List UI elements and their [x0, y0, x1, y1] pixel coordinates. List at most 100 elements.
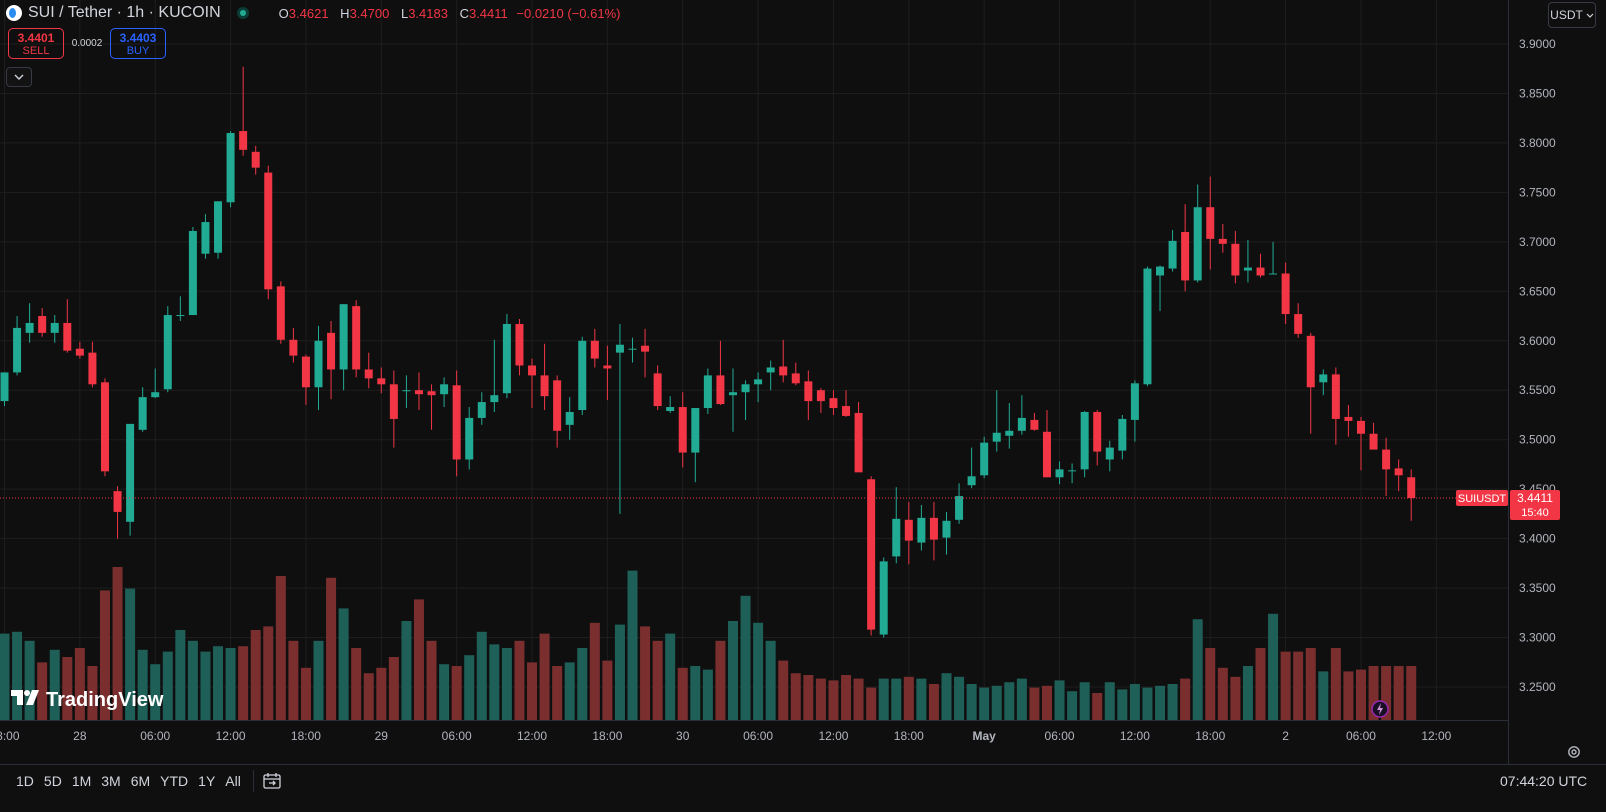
- volume-bar: [250, 630, 261, 720]
- x-tick-label: May: [973, 729, 997, 743]
- volume-bar: [213, 646, 224, 720]
- candle-body: [678, 407, 687, 453]
- volume-bar: [1117, 689, 1128, 720]
- candle-body: [615, 344, 624, 353]
- y-tick-label: 3.3500: [1519, 581, 1556, 595]
- range-1m-button[interactable]: 1M: [71, 773, 92, 789]
- candle-body: [1407, 477, 1416, 499]
- volume-bar: [841, 675, 852, 720]
- y-tick-label: 3.9000: [1519, 37, 1556, 51]
- candle-body: [1319, 374, 1328, 383]
- chevron-down-icon: [14, 74, 24, 80]
- candle-body: [352, 306, 361, 370]
- market-status-icon[interactable]: [236, 7, 249, 19]
- volume-bar: [627, 570, 638, 720]
- chevron-down-icon: [1586, 13, 1594, 18]
- candle-body: [666, 407, 675, 412]
- buy-button[interactable]: 3.4403 BUY: [110, 28, 166, 59]
- y-tick-label: 3.6500: [1519, 284, 1556, 298]
- volume-bar: [12, 631, 23, 720]
- volume-bar: [577, 648, 588, 720]
- candle-body: [0, 372, 9, 402]
- close-label: C: [459, 5, 469, 21]
- candle-body: [1118, 418, 1127, 451]
- volume-bar: [1393, 666, 1404, 720]
- utc-clock[interactable]: 07:44:20 UTC: [1500, 773, 1588, 789]
- volume-bar: [275, 576, 286, 720]
- candle-body: [1105, 447, 1114, 460]
- candle-body: [590, 340, 599, 359]
- y-tick-label: 3.3000: [1519, 631, 1556, 645]
- sell-button[interactable]: 3.4401 SELL: [8, 28, 64, 59]
- candle-body: [1331, 374, 1340, 419]
- candle-body: [816, 390, 825, 402]
- candle-body: [917, 517, 926, 543]
- range-all-button[interactable]: All: [225, 773, 241, 789]
- buy-label: BUY: [126, 45, 150, 57]
- x-tick-label: 12:00: [818, 729, 848, 743]
- candle-body: [100, 382, 109, 472]
- range-1d-button[interactable]: 1D: [16, 773, 34, 789]
- range-ytd-button[interactable]: YTD: [160, 773, 189, 789]
- candle-body: [1294, 314, 1303, 334]
- candle-body: [38, 316, 47, 333]
- volume-bar: [62, 657, 73, 720]
- x-tick-label: 06:00: [140, 729, 170, 743]
- volume-bar: [727, 621, 738, 720]
- volume-bar: [552, 666, 563, 720]
- candle-body: [741, 384, 750, 393]
- candle-body: [1269, 273, 1278, 275]
- candle-body: [791, 373, 800, 384]
- y-tick-label: 3.7500: [1519, 185, 1556, 199]
- candle-body: [25, 322, 34, 333]
- candle-body: [879, 561, 888, 635]
- symbol-tag-label: SUIUSDT: [1458, 493, 1507, 505]
- x-tick-label: 06:00: [1346, 729, 1376, 743]
- candle-body: [515, 323, 524, 366]
- y-tick-label: 3.8500: [1519, 86, 1556, 100]
- volume-bar: [765, 640, 776, 720]
- volume-bar: [1242, 666, 1253, 720]
- symbol-title[interactable]: SUI / Tether · 1h · KUCOIN: [28, 4, 221, 21]
- candle-body: [779, 366, 788, 376]
- volume-bar: [1406, 666, 1417, 720]
- volume-bar: [539, 633, 550, 720]
- candle-body: [892, 518, 901, 557]
- candle-body: [553, 380, 562, 431]
- candle-body: [452, 385, 461, 460]
- volume-bar: [1305, 648, 1316, 720]
- candle-body: [151, 392, 160, 398]
- currency-select[interactable]: USDT: [1548, 2, 1596, 28]
- candle-body: [1181, 231, 1190, 281]
- calendar-goto-icon[interactable]: [262, 771, 282, 791]
- candlestick-chart[interactable]: 3.9000 3.8500 3.8000 3.7500 3.7000 3.6500 3.60…: [0, 0, 1606, 764]
- volume-bar: [966, 684, 977, 720]
- volume-bar: [1142, 687, 1153, 720]
- volume-bar: [866, 687, 877, 720]
- volume-bar: [1293, 651, 1304, 720]
- tradingview-logo[interactable]: TradingView: [10, 688, 163, 712]
- candle-body: [1356, 420, 1365, 434]
- candle-body: [1369, 433, 1378, 450]
- lightning-bolt-icon: [1377, 703, 1383, 715]
- brand-name: TradingView: [46, 688, 164, 711]
- range-selector: 1D 5D 1M 3M 6M YTD 1Y All: [11, 765, 282, 797]
- range-6m-button[interactable]: 6M: [130, 773, 151, 789]
- candle-body: [565, 411, 574, 425]
- candle-body: [163, 315, 172, 390]
- settings-gear-icon[interactable]: [1566, 744, 1582, 760]
- x-tick-label: 12:00: [1120, 729, 1150, 743]
- volume-bar: [476, 631, 487, 720]
- collapse-legend-button[interactable]: [6, 67, 32, 87]
- range-5d-button[interactable]: 5D: [43, 773, 62, 789]
- candle-body: [578, 340, 587, 411]
- range-1y-button[interactable]: 1Y: [198, 773, 216, 789]
- volume-bar: [1180, 678, 1191, 720]
- candle-body: [201, 222, 210, 254]
- volume-bar: [1205, 648, 1216, 720]
- volume-bar: [187, 640, 198, 720]
- candle-body: [377, 378, 386, 385]
- volume-bar: [37, 662, 48, 720]
- y-tick-label: 3.6000: [1519, 334, 1556, 348]
- range-3m-button[interactable]: 3M: [101, 773, 121, 789]
